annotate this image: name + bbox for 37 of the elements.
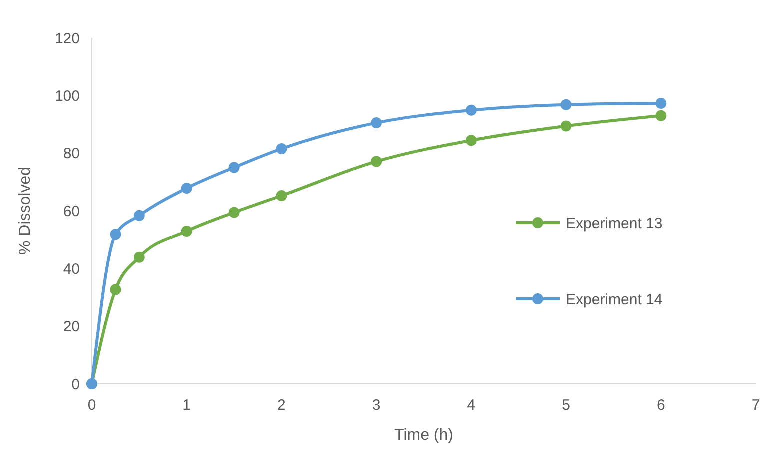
x-tick-label: 6 <box>656 397 666 414</box>
point <box>560 120 572 132</box>
point <box>228 162 240 174</box>
point <box>110 229 122 240</box>
x-tick-label: 4 <box>467 397 476 414</box>
point <box>371 156 382 168</box>
x-tick-label: 5 <box>562 397 570 414</box>
x-axis-title: Time (h) <box>394 427 454 444</box>
x-tick-label: 3 <box>372 397 381 414</box>
y-tick-label: 20 <box>63 318 80 336</box>
x-tick-label: 0 <box>88 397 96 414</box>
point <box>134 210 145 222</box>
legend-label: Experiment 13 <box>566 215 663 232</box>
point <box>134 252 145 263</box>
legend-label: Experiment 14 <box>566 291 663 308</box>
point <box>181 226 192 237</box>
point <box>560 99 572 110</box>
y-tick-label: 100 <box>54 88 80 105</box>
point <box>466 135 477 146</box>
y-tick-label: 40 <box>63 260 80 278</box>
point <box>466 104 477 116</box>
point <box>371 118 382 129</box>
y-tick-label: 120 <box>54 30 80 48</box>
point <box>181 183 192 194</box>
x-tick-label: 2 <box>278 397 286 414</box>
y-axis-title: % Dissolved <box>17 166 34 256</box>
x-tick-label: 7 <box>752 397 760 414</box>
point <box>656 98 667 109</box>
point <box>656 110 667 122</box>
point <box>276 190 288 202</box>
point <box>276 144 288 155</box>
x-tick-label: 1 <box>182 397 192 414</box>
y-tick-label: 0 <box>72 376 80 394</box>
point <box>110 284 122 296</box>
y-tick-label: 60 <box>63 203 80 220</box>
point <box>228 207 240 218</box>
y-tick-label: 80 <box>63 146 80 163</box>
